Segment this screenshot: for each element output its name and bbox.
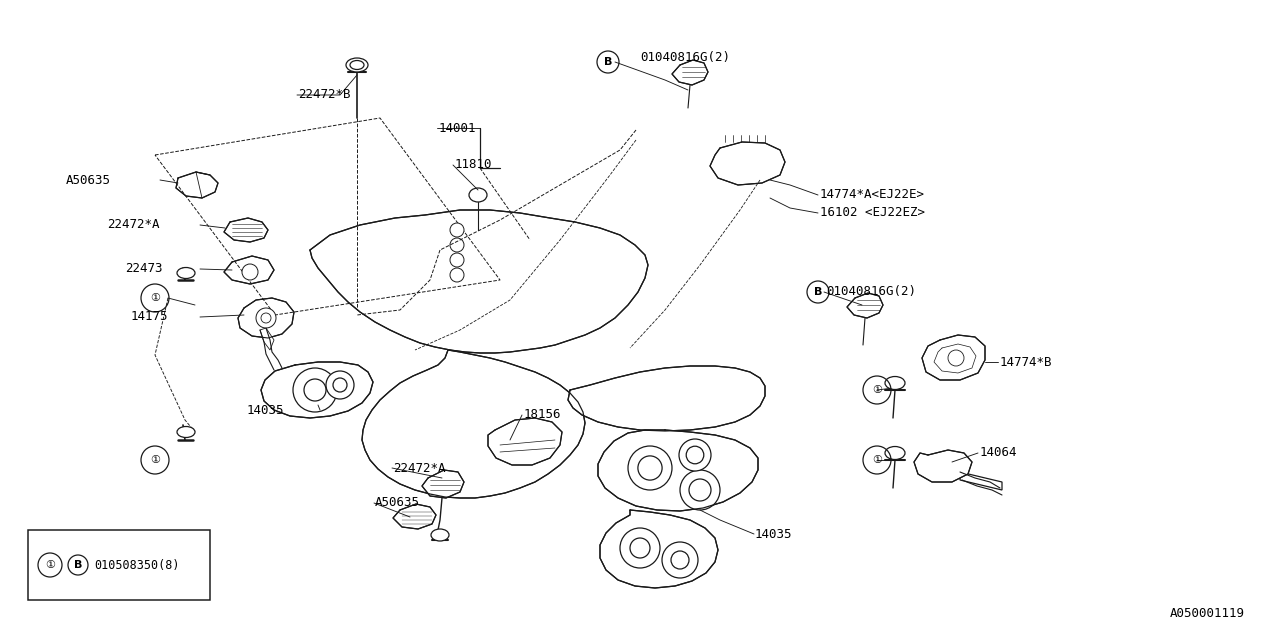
Polygon shape [177,172,218,198]
Polygon shape [568,366,765,431]
Polygon shape [672,60,708,85]
Circle shape [637,456,662,480]
Text: B: B [74,560,82,570]
Polygon shape [598,430,758,511]
Text: 22472*A: 22472*A [108,218,160,232]
Polygon shape [224,218,268,242]
Polygon shape [422,470,465,498]
Text: 14035: 14035 [247,403,284,417]
Bar [28,530,210,600]
Circle shape [689,479,710,501]
Polygon shape [260,328,274,350]
Text: B: B [814,287,822,297]
Text: 22472*B: 22472*B [298,88,351,102]
Text: ①: ① [150,455,160,465]
Text: 18156: 18156 [524,408,562,422]
Circle shape [671,551,689,569]
Text: A050001119: A050001119 [1170,607,1245,620]
Polygon shape [310,210,648,353]
Polygon shape [362,350,585,498]
Text: 11810: 11810 [454,159,493,172]
Text: ①: ① [872,455,882,465]
Text: 14035: 14035 [755,527,792,541]
Circle shape [948,350,964,366]
Text: 22472*A: 22472*A [393,461,445,474]
Polygon shape [261,362,372,418]
Ellipse shape [177,426,195,438]
Polygon shape [600,510,718,588]
Circle shape [451,253,465,267]
Circle shape [628,446,672,490]
Text: 14774*A<EJ22E>: 14774*A<EJ22E> [820,189,925,202]
Text: 01040816G(2): 01040816G(2) [640,51,730,65]
Circle shape [678,439,710,471]
Circle shape [326,371,355,399]
Circle shape [305,379,326,401]
Polygon shape [238,298,294,338]
Circle shape [451,238,465,252]
Text: 14175: 14175 [131,310,169,323]
Ellipse shape [349,61,364,70]
Circle shape [333,378,347,392]
Polygon shape [847,293,883,318]
Text: A50635: A50635 [375,497,420,509]
Text: 22473: 22473 [125,262,163,275]
Ellipse shape [346,58,369,72]
Text: ①: ① [150,293,160,303]
Text: 14774*B: 14774*B [1000,355,1052,369]
Circle shape [242,264,259,280]
Text: 14064: 14064 [980,447,1018,460]
Circle shape [293,368,337,412]
Text: 14001: 14001 [439,122,476,134]
Text: A50635: A50635 [67,173,111,186]
Text: ①: ① [872,385,882,395]
Text: B: B [604,57,612,67]
Ellipse shape [468,188,486,202]
Circle shape [630,538,650,558]
Circle shape [451,223,465,237]
Polygon shape [224,256,274,284]
Circle shape [256,308,276,328]
Polygon shape [922,335,986,380]
Text: 01040816G(2): 01040816G(2) [826,285,916,298]
Polygon shape [393,504,436,529]
Text: 16102 <EJ22EZ>: 16102 <EJ22EZ> [820,207,925,220]
Ellipse shape [884,447,905,460]
Circle shape [451,268,465,282]
Ellipse shape [884,376,905,390]
Text: ①: ① [45,560,55,570]
Polygon shape [710,142,785,185]
Polygon shape [914,450,972,482]
Polygon shape [960,472,1002,490]
Ellipse shape [177,268,195,278]
Polygon shape [488,418,562,465]
Circle shape [680,470,719,510]
Circle shape [261,313,271,323]
Circle shape [686,446,704,464]
Text: 010508350(8): 010508350(8) [93,559,179,572]
Circle shape [620,528,660,568]
Ellipse shape [431,529,449,541]
Circle shape [662,542,698,578]
